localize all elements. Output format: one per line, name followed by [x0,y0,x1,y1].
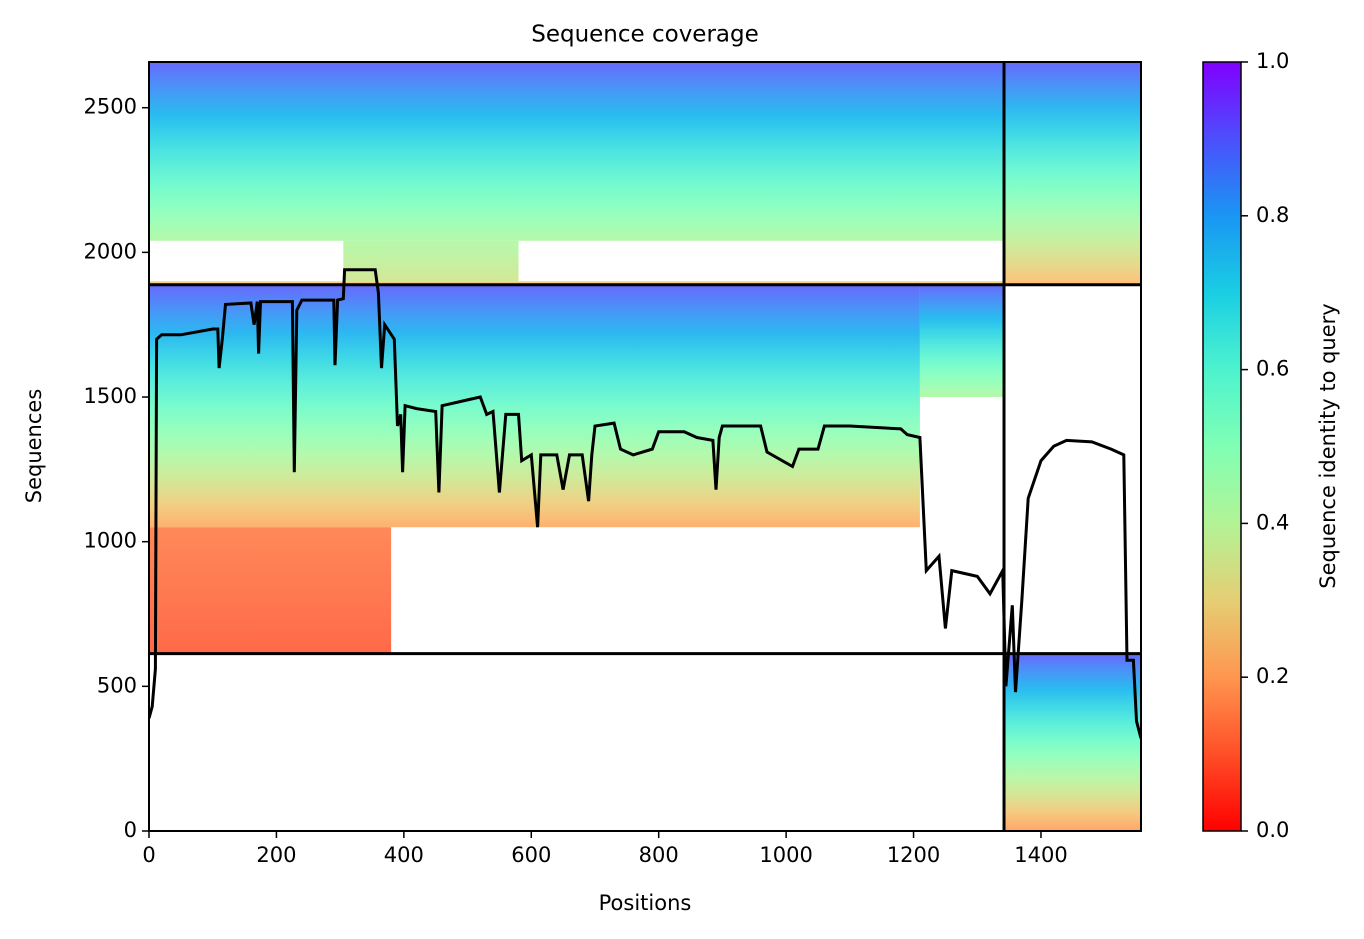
y-tick-label: 2500 [84,95,137,119]
coverage-line [149,268,1141,739]
y-tick-label: 500 [97,673,137,697]
coverage-cell [343,240,519,282]
y-tick-label: 1000 [84,529,137,553]
colorbar-tick-label: 1.0 [1256,49,1289,73]
colorbar-tick-label: 0.4 [1256,510,1289,534]
coverage-cell [149,281,1005,285]
coverage-cell [1004,653,1141,831]
colorbar-label: Sequence identity to query [1316,303,1340,588]
plot-frame [148,61,1142,832]
y-tick-label: 0 [124,818,137,842]
x-tick-label: 1400 [1014,843,1067,867]
y-axis-label: Sequences [22,389,46,504]
coverage-cell [149,527,392,654]
x-tick-label: 1200 [887,843,940,867]
coverage-cell [149,62,1005,241]
colorbar-tick-label: 0.2 [1256,664,1289,688]
x-tick-label: 200 [256,843,296,867]
x-tick-label: 1000 [759,843,812,867]
y-tick-label: 1500 [84,384,137,408]
colorbar-tick-label: 0.6 [1256,357,1289,381]
coverage-cell [1004,62,1141,285]
x-tick-label: 600 [511,843,551,867]
x-tick-label: 400 [384,843,424,867]
colorbar-tick-label: 0.8 [1256,203,1289,227]
y-tick-label: 2000 [84,239,137,263]
colorbar [1202,61,1242,832]
heatmap [149,62,1141,831]
x-axis-label: Positions [599,891,692,915]
chart-title: Sequence coverage [531,22,759,48]
x-tick-label: 0 [142,843,155,867]
colorbar-tick-label: 0.0 [1256,818,1289,842]
coverage-cell [919,284,1005,398]
x-tick-label: 800 [639,843,679,867]
